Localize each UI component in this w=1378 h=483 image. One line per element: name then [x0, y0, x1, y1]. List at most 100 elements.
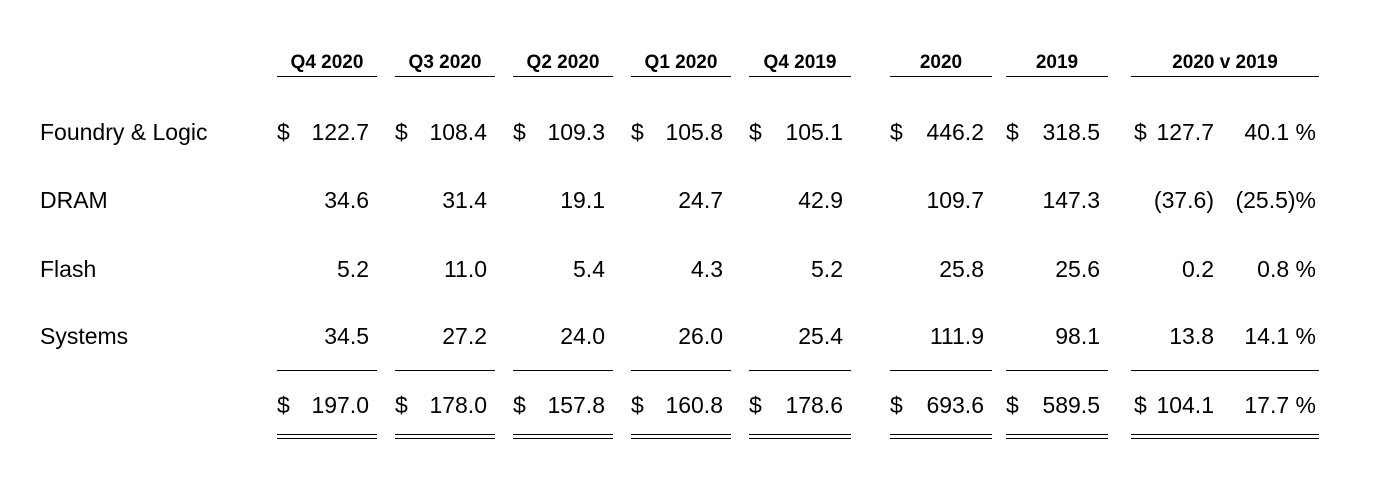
table-cell: $178.0	[395, 390, 487, 420]
column-header: Q4 2019	[749, 50, 851, 77]
table-cell: 5.4	[513, 254, 605, 284]
cell-value: 178.6	[785, 392, 843, 418]
subtotal-rule	[749, 370, 851, 371]
currency-symbol: $	[277, 119, 290, 145]
total-double-rule	[277, 434, 377, 439]
table-cell: $109.3	[513, 117, 605, 147]
cell-value: 24.7	[678, 187, 723, 213]
cell-value: 111.9	[929, 323, 984, 349]
cell-value: 11.0	[443, 256, 487, 282]
table-cell: 34.6	[277, 185, 369, 215]
table-cell: 109.7	[890, 185, 984, 215]
column-header: 2019	[1006, 50, 1108, 77]
cell-value: 5.4	[573, 256, 605, 282]
cell-value: 98.1	[1055, 323, 1100, 349]
total-double-rule	[1131, 434, 1319, 439]
cell-value: 109.7	[926, 187, 984, 213]
subtotal-rule	[395, 370, 495, 371]
table-cell: 27.2	[395, 321, 487, 351]
change-value: 104.1	[1156, 392, 1214, 418]
table-cell: $589.5	[1006, 390, 1100, 420]
cell-value: 178.0	[429, 392, 487, 418]
change-value: (37.6)	[1153, 187, 1214, 213]
cell-value: 105.8	[665, 119, 723, 145]
currency-symbol: $	[749, 119, 762, 145]
percent-change: 40.1 %	[1244, 119, 1316, 145]
subtotal-rule	[631, 370, 731, 371]
currency-symbol: $	[1134, 119, 1147, 145]
total-double-rule	[1006, 434, 1108, 439]
total-double-rule	[890, 434, 992, 439]
row-label: Flash	[40, 256, 97, 282]
currency-symbol: $	[631, 392, 644, 418]
cell-value: 589.5	[1042, 392, 1100, 418]
cell-value: 318.5	[1042, 119, 1100, 145]
table-cell: 26.0	[631, 321, 723, 351]
table-cell: 111.9	[890, 321, 984, 351]
total-double-rule	[513, 434, 613, 439]
cell-value: 122.7	[311, 119, 369, 145]
table-cell: 25.8	[890, 254, 984, 284]
total-double-rule	[749, 434, 851, 439]
subtotal-rule	[890, 370, 992, 371]
table-cell: 11.0	[395, 254, 487, 284]
cell-value: 24.0	[560, 323, 605, 349]
currency-symbol: $	[513, 119, 526, 145]
cell-value: 197.0	[311, 392, 369, 418]
table-cell: $105.8	[631, 117, 723, 147]
table-cell: $693.6	[890, 390, 984, 420]
currency-symbol: $	[395, 392, 408, 418]
table-cell: 98.1	[1006, 321, 1100, 351]
table-cell: 5.2	[749, 254, 843, 284]
cell-value: 34.6	[324, 187, 369, 213]
cell-value: 5.2	[337, 256, 369, 282]
total-double-rule	[395, 434, 495, 439]
subtotal-rule	[277, 370, 377, 371]
cell-value: 31.4	[442, 187, 487, 213]
currency-symbol: $	[395, 119, 408, 145]
table-cell: 147.3	[1006, 185, 1100, 215]
currency-symbol: $	[890, 392, 903, 418]
cell-value: 108.4	[429, 119, 487, 145]
cell-value: 5.2	[811, 256, 843, 282]
column-header: Q1 2020	[631, 50, 731, 77]
column-header: 2020	[890, 50, 992, 77]
change-value: 13.8	[1169, 323, 1214, 349]
percent-change: (25.5)%	[1235, 187, 1316, 213]
cell-value: 25.6	[1055, 256, 1100, 282]
change-value: 127.7	[1156, 119, 1214, 145]
cell-value: 19.1	[560, 187, 605, 213]
percent-change: 14.1 %	[1244, 323, 1316, 349]
table-cell: 24.7	[631, 185, 723, 215]
total-double-rule	[631, 434, 731, 439]
table-cell: 25.6	[1006, 254, 1100, 284]
cell-value: 34.5	[324, 323, 369, 349]
table-cell: 5.2	[277, 254, 369, 284]
cell-value: 4.3	[691, 256, 723, 282]
currency-symbol: $	[749, 392, 762, 418]
table-cell: $157.8	[513, 390, 605, 420]
table-cell: $105.1	[749, 117, 843, 147]
percent-change: 17.7 %	[1244, 392, 1316, 418]
table-cell: $197.0	[277, 390, 369, 420]
subtotal-rule	[1131, 370, 1319, 371]
table-cell: 31.4	[395, 185, 487, 215]
currency-symbol: $	[1134, 392, 1147, 418]
row-label: DRAM	[40, 187, 108, 213]
row-label: Systems	[40, 323, 129, 349]
cell-value: 109.3	[547, 119, 605, 145]
table-cell: 19.1	[513, 185, 605, 215]
currency-symbol: $	[277, 392, 290, 418]
cell-value: 26.0	[678, 323, 723, 349]
cell-value: 42.9	[798, 187, 843, 213]
cell-value: 25.4	[798, 323, 843, 349]
cell-value: 693.6	[926, 392, 984, 418]
cell-value: 25.8	[939, 256, 984, 282]
currency-symbol: $	[1006, 119, 1019, 145]
currency-symbol: $	[890, 119, 903, 145]
cell-value: 446.2	[926, 119, 984, 145]
table-cell: 4.3	[631, 254, 723, 284]
cell-value: 157.8	[547, 392, 605, 418]
table-cell: 34.5	[277, 321, 369, 351]
table-cell: $318.5	[1006, 117, 1100, 147]
